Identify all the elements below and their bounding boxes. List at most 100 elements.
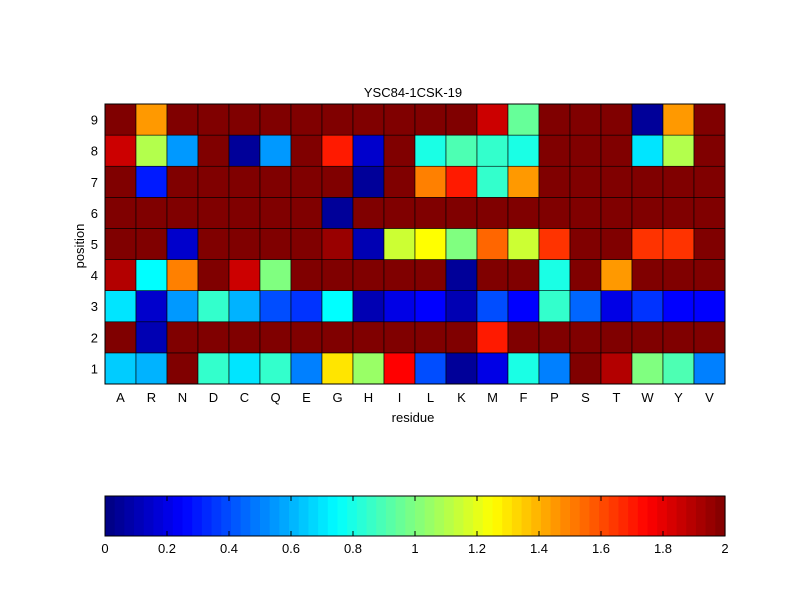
colorbar-tick-label: 1.4 [530,541,548,556]
heatmap-cell [104,321,137,354]
heatmap-cell [135,197,168,229]
colorbar-segment [511,496,523,536]
colorbar-segment [599,496,610,536]
colorbar-tick-label: 1.6 [592,541,610,556]
heatmap-cell [445,103,478,136]
colorbar-segment [405,496,416,536]
colorbar-segment [269,496,280,536]
heatmap-cell [569,134,602,167]
heatmap-cell [383,259,416,291]
heatmap-cell [569,228,602,260]
heatmap-cell [507,134,540,167]
heatmap-cell [600,134,633,167]
colorbar-tick-label: 1.2 [468,541,486,556]
heatmap-cell [631,290,664,323]
x-tick-label: H [364,390,373,405]
chart-title: YSC84-1CSK-19 [364,85,462,100]
heatmap-cell [693,259,726,291]
heatmap-cell [600,228,633,260]
heatmap-cell [321,259,354,291]
colorbar-segment [715,496,726,536]
x-tick-label: L [427,390,434,405]
heatmap-cell [290,352,323,385]
heatmap-cell [135,290,168,323]
colorbar-segment [424,496,435,536]
heatmap-cell [197,228,230,260]
colorbar-segment [230,496,242,536]
colorbar-segment [686,496,697,536]
x-tick-label: K [457,390,466,405]
colorbar-segment [453,496,465,536]
heatmap-cell [259,290,292,323]
x-tick-label: R [147,390,156,405]
heatmap-cell [507,228,540,260]
heatmap-cell [321,352,354,385]
heatmap-cell [600,165,633,198]
heatmap-cell [321,197,354,229]
heatmap-cell [259,134,292,167]
colorbar-segment [550,496,561,536]
x-tick-label: W [641,390,654,405]
heatmap-cell [352,165,385,198]
heatmap-cell [104,352,137,385]
heatmap-cell [414,352,447,385]
y-tick-label: 6 [91,206,98,221]
heatmap-cell [507,197,540,229]
heatmap-cell [321,228,354,260]
heatmap-cell [693,321,726,354]
heatmap-cell [135,259,168,291]
colorbar-segment [415,496,426,536]
colorbar-segment [240,496,251,536]
colorbar-segment [250,496,261,536]
heatmap-cell [135,165,168,198]
heatmap-cell [569,290,602,323]
heatmap-cell [383,321,416,354]
heatmap-cell [538,134,571,167]
x-tick-label: P [550,390,559,405]
heatmap-cell [228,259,261,291]
heatmap-cell [631,321,664,354]
colorbar-segment [347,496,358,536]
heatmap-cell [383,165,416,198]
heatmap-cell [631,103,664,136]
colorbar-segment [308,496,319,536]
heatmap-cell [414,197,447,229]
heatmap-cell [104,103,137,136]
y-tick-label: 5 [91,237,98,252]
colorbar-segment [366,496,377,536]
heatmap-cell [600,352,633,385]
x-tick-label: F [520,390,528,405]
heatmap-cell [352,197,385,229]
heatmap-cell [476,321,509,354]
heatmap-cell [631,259,664,291]
heatmap-cell [631,134,664,167]
y-tick-label: 3 [91,299,98,314]
heatmap-cell [600,290,633,323]
heatmap-cell [104,290,137,323]
heatmap-cell [445,321,478,354]
colorbar-tick-label: 2 [721,541,728,556]
colorbar-segment [531,496,542,536]
heatmap-cell [476,228,509,260]
colorbar-segment [628,496,639,536]
heatmap-cell [414,290,447,323]
colorbar-tick-label: 0.8 [344,541,362,556]
x-tick-label: A [116,390,125,405]
heatmap-cell [383,134,416,167]
heatmap-cell [228,165,261,198]
x-tick-label: V [705,390,714,405]
x-tick-label: G [332,390,342,405]
colorbar-segment [521,496,532,536]
heatmap-cell [166,228,199,260]
x-axis-label: residue [392,410,435,425]
heatmap-cell [104,165,137,198]
heatmap-cell [197,259,230,291]
colorbar-segment [482,496,494,536]
heatmap-cell [197,197,230,229]
y-tick-label: 1 [91,361,98,376]
heatmap-cell [693,352,726,385]
heatmap-cell [197,321,230,354]
heatmap-cell [321,321,354,354]
